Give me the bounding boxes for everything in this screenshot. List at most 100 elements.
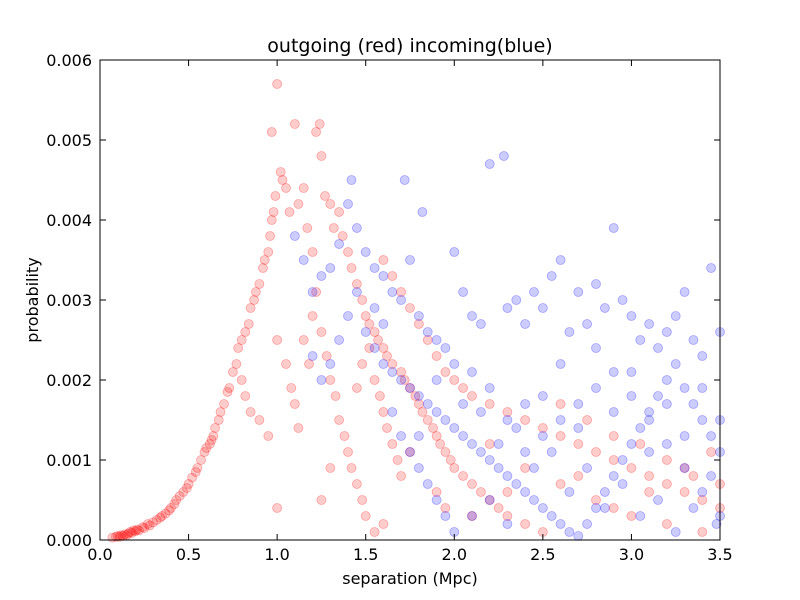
data-point: [600, 487, 610, 497]
data-point: [440, 415, 451, 425]
data-point: [134, 525, 144, 536]
data-point: [635, 423, 646, 433]
data-point: [688, 503, 699, 513]
data-point: [529, 495, 539, 505]
data-point: [688, 335, 699, 345]
data-point: [357, 495, 368, 505]
data-point: [626, 391, 637, 401]
x-axis-title: separation (Mpc): [342, 569, 478, 588]
data-point: [396, 287, 407, 297]
data-point: [155, 512, 166, 523]
data-point: [555, 415, 566, 425]
data-point: [325, 263, 336, 273]
data-point: [644, 407, 654, 417]
data-point: [600, 303, 610, 313]
data-point: [431, 495, 442, 505]
data-point: [422, 327, 433, 337]
data-point: [697, 487, 708, 497]
data-point: [662, 327, 672, 337]
data-point: [608, 223, 619, 233]
data-point: [449, 463, 460, 473]
data-point: [431, 407, 442, 417]
data-point: [635, 335, 646, 345]
data-point: [538, 391, 548, 401]
data-point: [405, 383, 415, 393]
data-point: [405, 255, 415, 265]
data-point: [520, 415, 530, 425]
data-point: [378, 271, 389, 281]
data-point: [555, 359, 566, 369]
data-point: [284, 207, 295, 217]
data-point: [334, 415, 345, 425]
data-point: [546, 511, 557, 521]
data-point: [458, 383, 469, 393]
data-point: [484, 455, 495, 465]
data-point: [343, 247, 353, 257]
data-point: [316, 495, 327, 505]
data-point: [204, 439, 215, 449]
data-point: [181, 483, 192, 493]
data-point: [679, 431, 690, 441]
data-point: [546, 447, 557, 457]
data-point: [298, 255, 309, 265]
data-point: [662, 375, 672, 385]
data-point: [520, 319, 530, 329]
x-tick-label: 0.5: [176, 545, 201, 564]
data-point: [591, 279, 601, 289]
data-point: [346, 263, 357, 273]
data-point: [520, 447, 530, 457]
data-point: [600, 503, 610, 513]
data-point: [114, 531, 125, 542]
x-tick-label: 2.5: [530, 545, 555, 564]
data-point: [635, 511, 646, 521]
data-point: [546, 271, 557, 281]
data-point: [351, 383, 362, 393]
data-point: [387, 367, 398, 377]
data-point: [422, 335, 433, 345]
data-point: [498, 151, 509, 161]
data-point: [428, 423, 438, 433]
data-point: [399, 175, 410, 185]
data-point: [706, 263, 716, 273]
data-point: [139, 523, 150, 533]
data-point: [431, 351, 442, 361]
data-point: [706, 447, 716, 457]
data-point: [413, 463, 424, 473]
data-point: [697, 351, 708, 361]
data-point: [458, 287, 469, 297]
data-point: [608, 455, 619, 465]
data-point: [405, 383, 415, 393]
data-point: [467, 391, 477, 401]
data-point: [224, 383, 235, 393]
data-point: [440, 447, 451, 457]
data-point: [467, 511, 477, 521]
data-point: [431, 375, 442, 385]
data-point: [555, 431, 566, 441]
data-point: [289, 119, 300, 129]
data-point: [653, 495, 663, 505]
data-point: [298, 183, 309, 193]
data-point: [529, 287, 539, 297]
data-point: [688, 471, 699, 481]
data-point: [475, 407, 486, 417]
data-point: [160, 508, 171, 519]
data-point: [431, 431, 442, 441]
data-point: [564, 527, 575, 537]
data-point: [174, 491, 185, 501]
data-point: [192, 463, 203, 473]
data-point: [343, 311, 353, 321]
data-point: [314, 119, 325, 129]
data-point: [272, 335, 283, 345]
data-point: [458, 431, 469, 441]
data-point: [208, 431, 219, 441]
data-point: [240, 391, 251, 401]
data-point: [520, 399, 530, 409]
data-point: [382, 423, 392, 433]
data-point: [582, 415, 592, 425]
data-point: [502, 471, 513, 481]
data-point: [259, 255, 270, 265]
data-point: [169, 499, 180, 509]
data-point: [511, 423, 522, 433]
data-point: [249, 295, 260, 305]
data-point: [493, 503, 504, 513]
